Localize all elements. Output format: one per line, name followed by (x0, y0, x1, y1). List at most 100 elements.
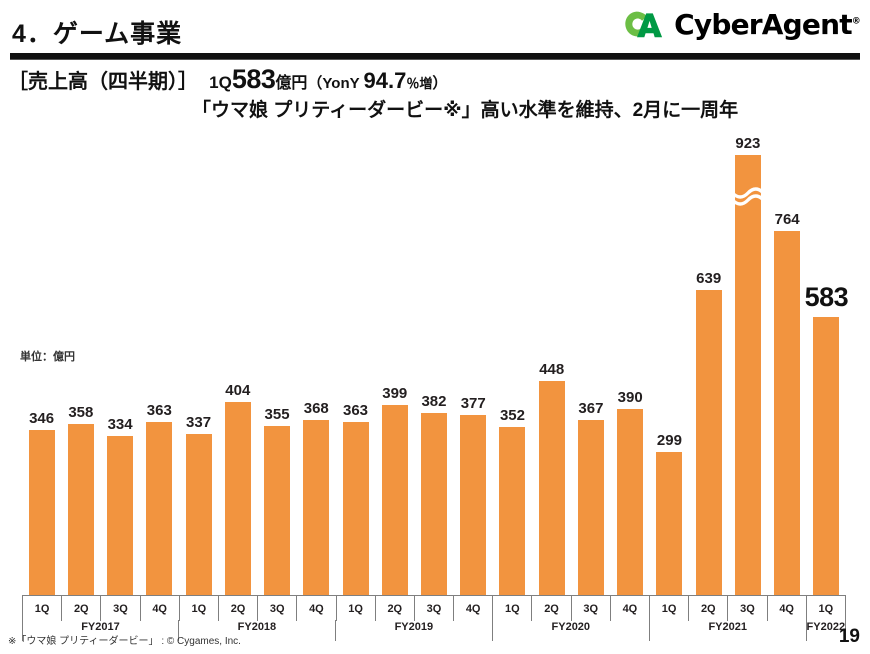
bar-value-label: 448 (539, 361, 565, 378)
bar[interactable] (381, 405, 408, 595)
page-number: 19 (838, 626, 860, 647)
bar-value-label: 352 (499, 407, 525, 424)
axis-quarter-cell: 4Q (297, 596, 337, 621)
subtitle-quarter: 1Q (209, 73, 232, 92)
title-rule (10, 53, 860, 60)
chart-x-axis: 1Q 2Q 3Q 4Q 1Q 2Q 3Q 4Q 1Q 2Q 3Q 4Q 1Q 2Q 3Q 4Q 1Q 2Q 3Q 4Q… (22, 595, 846, 641)
bar[interactable] (656, 452, 683, 595)
bar[interactable] (460, 415, 487, 595)
axis-quarter-cell: 2Q (532, 596, 572, 621)
axis-break-mark-icon (715, 185, 781, 207)
bar-value-label: 299 (656, 432, 682, 449)
bar-slot: 639 (689, 140, 728, 595)
axis-quarter-cell: 2Q (376, 596, 415, 621)
bar-value-label: 346 (29, 410, 55, 427)
subtitle-line-2: 「ウマ娘 プリティーダービー※」高い水準を維持、2月に一周年 (192, 100, 739, 121)
bar-slot: 404 (218, 140, 257, 595)
bar-slot: 358 (61, 140, 100, 595)
axis-fiscal-year-cell: FY2020 (493, 620, 650, 641)
bar-value-label: 337 (186, 414, 212, 431)
bar[interactable] (813, 317, 840, 595)
bar-slot: 363 (140, 140, 179, 595)
axis-fiscal-year-cell: FY2019 (336, 620, 493, 641)
bar-value-label: 764 (774, 211, 800, 228)
axis-fiscal-year-cell: FY2022 (807, 620, 846, 641)
axis-quarter-row: 1Q 2Q 3Q 4Q 1Q 2Q 3Q 4Q 1Q 2Q 3Q 4Q 1Q 2Q 3Q 4Q 1Q 2Q 3Q 4Q… (22, 595, 846, 621)
bar[interactable] (342, 422, 369, 595)
bar[interactable] (617, 409, 644, 595)
axis-quarter-cell: 3Q (101, 596, 141, 621)
axis-quarter-cell: 1Q (180, 596, 219, 621)
bar[interactable] (538, 381, 565, 595)
bar[interactable] (734, 155, 761, 595)
axis-fiscal-year-row: FY2017 FY2018 FY2019 FY2020 FY2021 FY2022 (22, 620, 846, 641)
subtitle-yoy-percent: ％増 (406, 76, 433, 91)
bar-chart: 単位：億円 346 358 334 363 337 404 355 368 363 399 382 3… (0, 135, 870, 595)
bar-value-label: 583 (804, 282, 849, 312)
axis-quarter-cell: 4Q (768, 596, 807, 621)
bar[interactable] (67, 424, 94, 595)
chart-unit-label: 単位：億円 (20, 351, 75, 363)
bar-value-label: 358 (68, 404, 94, 421)
axis-quarter-cell: 4Q (141, 596, 180, 621)
axis-quarter-cell: 1Q (493, 596, 533, 621)
axis-fiscal-year-cell: FY2018 (179, 620, 336, 641)
bar-slot: 334 (100, 140, 139, 595)
bar-slot: 337 (179, 140, 218, 595)
axis-quarter-cell: 1Q (650, 596, 690, 621)
subtitle-value: 583 (231, 64, 276, 94)
axis-quarter-cell: 2Q (219, 596, 259, 621)
bar[interactable] (264, 426, 291, 595)
bar-value-label: 355 (264, 406, 290, 423)
bar-value-label: 334 (107, 416, 133, 433)
bar[interactable] (695, 290, 722, 595)
bar-slot: 368 (297, 140, 336, 595)
bar-slot: 583 (804, 140, 849, 595)
subtitle-line-1: ［売上高（四半期）］ 1Q583億円（YonY 94.7％増） (8, 66, 447, 97)
bar-value-label: 363 (146, 402, 172, 419)
axis-quarter-cell: 3Q (728, 596, 768, 621)
axis-quarter-cell: 1Q (807, 596, 846, 621)
bar-value-label: 639 (696, 270, 722, 287)
axis-quarter-cell: 4Q (611, 596, 650, 621)
subtitle-bracket-label: ［売上高（四半期）］ (8, 71, 198, 93)
bar-value-label: 367 (578, 400, 604, 417)
axis-quarter-cell: 2Q (689, 596, 729, 621)
axis-quarter-cell: 3Q (572, 596, 611, 621)
bar[interactable] (185, 434, 212, 595)
bar-slot: 764 (768, 140, 807, 595)
bar-slot: 299 (650, 140, 689, 595)
bar-slot: 355 (257, 140, 296, 595)
bar[interactable] (146, 422, 173, 595)
bar[interactable] (774, 231, 801, 595)
logo-wordmark: CyberAgent® (674, 8, 861, 41)
cyberagent-ca-mark-icon (625, 11, 663, 37)
bar-value-label: 368 (303, 400, 329, 417)
footnote: ※「ウマ娘 プリティーダービー」 : © Cygames, Inc. (8, 636, 241, 647)
axis-quarter-cell: 1Q (22, 596, 63, 621)
bar[interactable] (303, 420, 330, 595)
axis-quarter-cell: 4Q (454, 596, 494, 621)
slide-header: 4．ゲーム事業 CyberAgent® (0, 0, 870, 62)
bar[interactable] (420, 413, 447, 595)
cyberagent-logo: CyberAgent® (624, 8, 861, 42)
logo-wordmark-text: CyberAgent (674, 8, 852, 41)
bar-slot: 352 (493, 140, 532, 595)
axis-quarter-cell: 3Q (415, 596, 455, 621)
bar-slot: 382 (414, 140, 453, 595)
page-title: 4．ゲーム事業 (12, 20, 183, 48)
axis-quarter-cell: 2Q (62, 596, 102, 621)
bar[interactable] (107, 436, 134, 595)
bar-value-label: 377 (460, 395, 486, 412)
subtitle-yoy-close: ） (432, 75, 448, 92)
bar-slot: 399 (375, 140, 414, 595)
bar-slot: 923 (715, 135, 781, 595)
bar[interactable] (577, 420, 604, 595)
bar-value-label: 399 (382, 385, 408, 402)
bar-slot: 367 (571, 140, 610, 595)
bar[interactable] (499, 427, 526, 595)
bar[interactable] (28, 430, 55, 595)
bar[interactable] (224, 402, 251, 595)
bar-slot: 390 (611, 140, 650, 595)
bar-slot: 346 (22, 140, 61, 595)
